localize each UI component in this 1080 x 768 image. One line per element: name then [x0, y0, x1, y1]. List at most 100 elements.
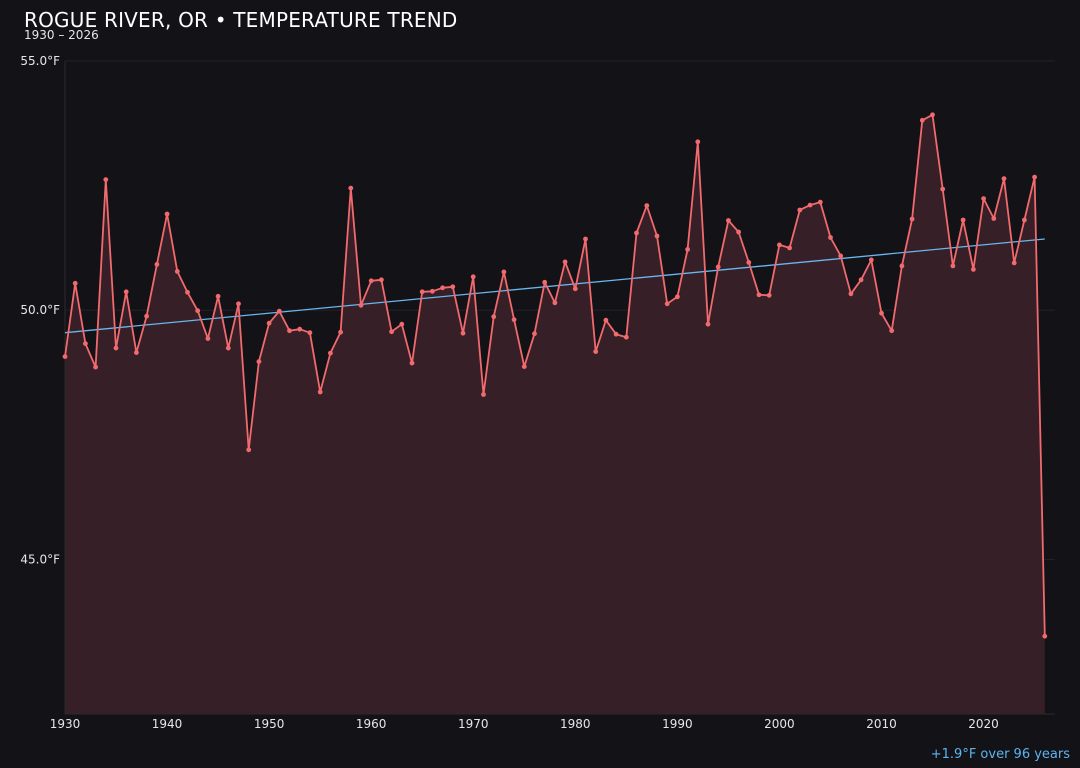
data-point-1947	[236, 301, 241, 307]
data-point-2021	[991, 216, 997, 221]
data-point-1930	[62, 354, 68, 359]
data-point-2010	[879, 310, 884, 316]
data-point-2023	[1011, 260, 1017, 266]
data-point-1988	[654, 233, 660, 239]
data-point-1963	[399, 321, 405, 327]
data-point-2002	[797, 207, 803, 213]
data-point-2003	[807, 202, 813, 208]
data-point-1949	[256, 359, 262, 364]
data-point-1984	[613, 331, 619, 337]
data-point-1980	[572, 286, 578, 292]
data-point-2011	[889, 328, 895, 334]
data-point-2005	[828, 235, 833, 240]
data-point-1937	[134, 350, 139, 355]
data-point-1956	[328, 350, 333, 356]
data-point-1942	[185, 289, 190, 295]
data-point-1978	[552, 300, 558, 306]
data-point-1996	[736, 229, 741, 235]
data-point-1948	[246, 447, 252, 453]
data-point-1938	[144, 313, 150, 319]
data-point-1982	[593, 349, 599, 354]
data-point-1977	[542, 279, 548, 285]
x-tick-label-5: 1980	[560, 717, 591, 731]
data-point-1972	[491, 314, 497, 320]
data-point-1950	[266, 320, 272, 326]
data-point-1985	[623, 334, 629, 340]
chart-subtitle: 1930 – 2026	[24, 28, 99, 42]
x-tick-label-8: 2010	[866, 717, 897, 731]
data-point-1959	[358, 302, 364, 308]
data-point-1987	[644, 203, 650, 209]
data-point-1999	[766, 292, 772, 298]
x-tick-label-1: 1940	[152, 717, 183, 731]
data-point-2019	[971, 267, 976, 272]
data-point-1993	[705, 321, 711, 327]
data-point-1971	[481, 392, 486, 397]
data-point-1934	[103, 177, 109, 183]
data-point-2001	[787, 245, 792, 251]
x-tick-label-4: 1970	[458, 717, 489, 731]
data-point-1989	[664, 301, 670, 307]
data-point-1961	[379, 277, 384, 283]
data-point-2026	[1042, 633, 1048, 639]
data-point-1952	[287, 328, 292, 334]
y-tick-label-1: 50.0°F	[20, 303, 60, 317]
data-point-1976	[532, 331, 537, 337]
data-point-1964	[409, 360, 415, 366]
data-point-1955	[317, 389, 323, 395]
data-point-1974	[511, 317, 517, 323]
data-point-2007	[848, 291, 854, 297]
trend-line	[64, 238, 1045, 334]
data-point-1991	[685, 247, 690, 252]
data-point-1966	[430, 288, 435, 294]
data-point-1986	[634, 230, 639, 236]
y-axis-ticks: 45.0°F 50.0°F 55.0°F	[20, 54, 60, 566]
data-point-1967	[440, 285, 445, 291]
x-tick-label-2: 1950	[254, 717, 285, 731]
data-point-1931	[72, 280, 78, 286]
data-point-2009	[868, 257, 874, 263]
data-point-2018	[960, 217, 966, 223]
data-point-1932	[83, 341, 88, 346]
x-tick-label-0: 1930	[50, 717, 81, 731]
data-point-1965	[419, 289, 425, 295]
data-point-2012	[899, 263, 905, 269]
data-point-1939	[154, 262, 160, 267]
data-point-1940	[164, 211, 170, 217]
data-point-1951	[276, 308, 282, 314]
data-point-1943	[195, 308, 201, 314]
data-point-2014	[919, 117, 925, 123]
data-point-1962	[389, 329, 394, 335]
data-point-2025	[1032, 174, 1037, 180]
data-point-1953	[297, 326, 303, 332]
data-point-2004	[817, 199, 823, 205]
data-point-2013	[909, 216, 915, 222]
data-point-1981	[583, 236, 588, 242]
data-point-2024	[1022, 217, 1027, 223]
data-point-1973	[501, 269, 507, 275]
trend-summary: +1.9°F over 96 years	[930, 747, 1070, 762]
data-point-1954	[307, 330, 313, 336]
data-point-2016	[940, 186, 946, 192]
x-tick-label-7: 2000	[764, 717, 795, 731]
data-point-1944	[205, 336, 211, 341]
data-point-1994	[715, 264, 721, 270]
x-tick-label-9: 2020	[968, 717, 999, 731]
data-point-2017	[950, 263, 956, 269]
data-point-1995	[726, 218, 731, 223]
data-point-1969	[460, 330, 466, 336]
data-point-1968	[450, 284, 456, 290]
data-point-1945	[215, 293, 221, 299]
data-point-2006	[838, 253, 844, 259]
data-point-2022	[1001, 176, 1007, 182]
x-tick-label-3: 1960	[356, 717, 387, 731]
x-axis-ticks: 1930 1940 1950 1960 1970 1980 1990 2000 2010 2020	[50, 717, 999, 731]
data-point-2000	[777, 242, 782, 248]
x-tick-label-6: 1990	[662, 717, 693, 731]
data-point-2015	[930, 112, 935, 118]
data-point-1997	[746, 260, 752, 265]
data-point-1983	[603, 317, 609, 323]
chart-title: ROGUE RIVER, OR • TEMPERATURE TREND	[24, 8, 458, 32]
data-point-1960	[368, 278, 374, 284]
